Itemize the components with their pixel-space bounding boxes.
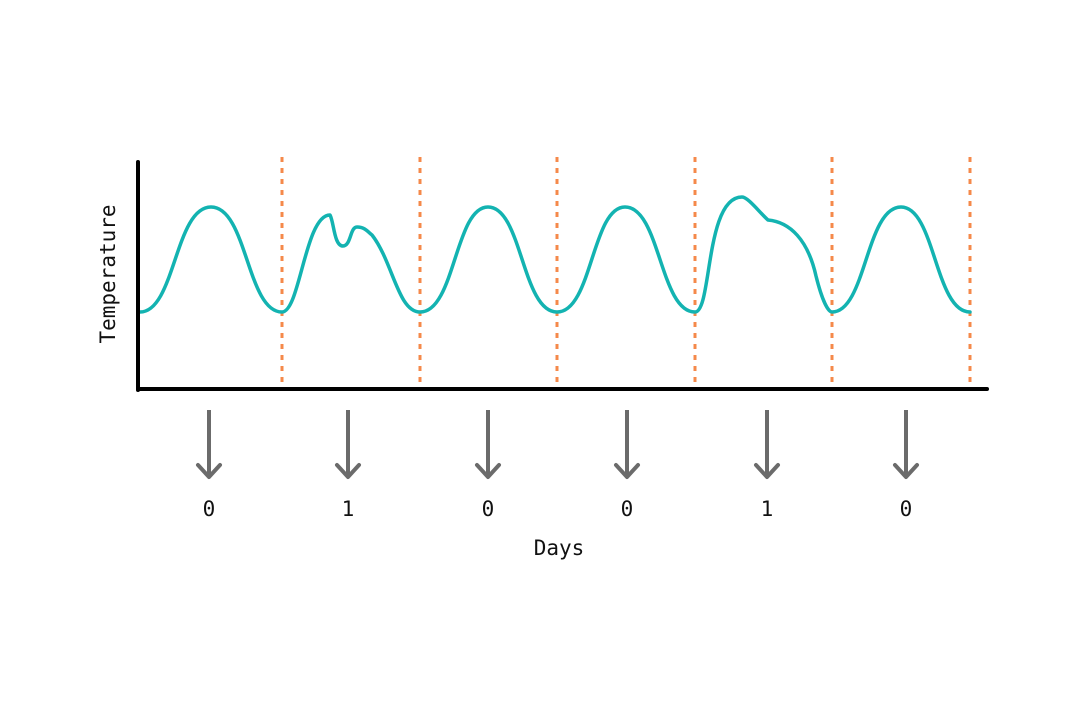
day-label: 1 [342,497,355,521]
day-label: 0 [900,497,913,521]
y-axis-label: Temperature [96,204,120,343]
axes [136,160,989,392]
down-arrow-head-icon [335,463,361,479]
day-marker: 1 [335,410,361,521]
down-arrow-head-icon [754,463,780,479]
day-marker: 0 [196,410,222,521]
day-boundaries [280,157,972,388]
day-marker: 1 [754,410,780,521]
down-arrow-head-icon [893,463,919,479]
down-arrow-head-icon [475,463,501,479]
day-marker: 0 [893,410,919,521]
down-arrow-head-icon [614,463,640,479]
day-label: 0 [203,497,216,521]
down-arrow-head-icon [196,463,222,479]
day-label: 0 [621,497,634,521]
day-markers: 0 1 0 0 1 0 [196,410,919,521]
day-label: 1 [761,497,774,521]
day-label: 0 [482,497,495,521]
day-marker: 0 [614,410,640,521]
temperature-curve [138,195,972,314]
x-axis-label: Days [534,536,585,560]
day-marker: 0 [475,410,501,521]
